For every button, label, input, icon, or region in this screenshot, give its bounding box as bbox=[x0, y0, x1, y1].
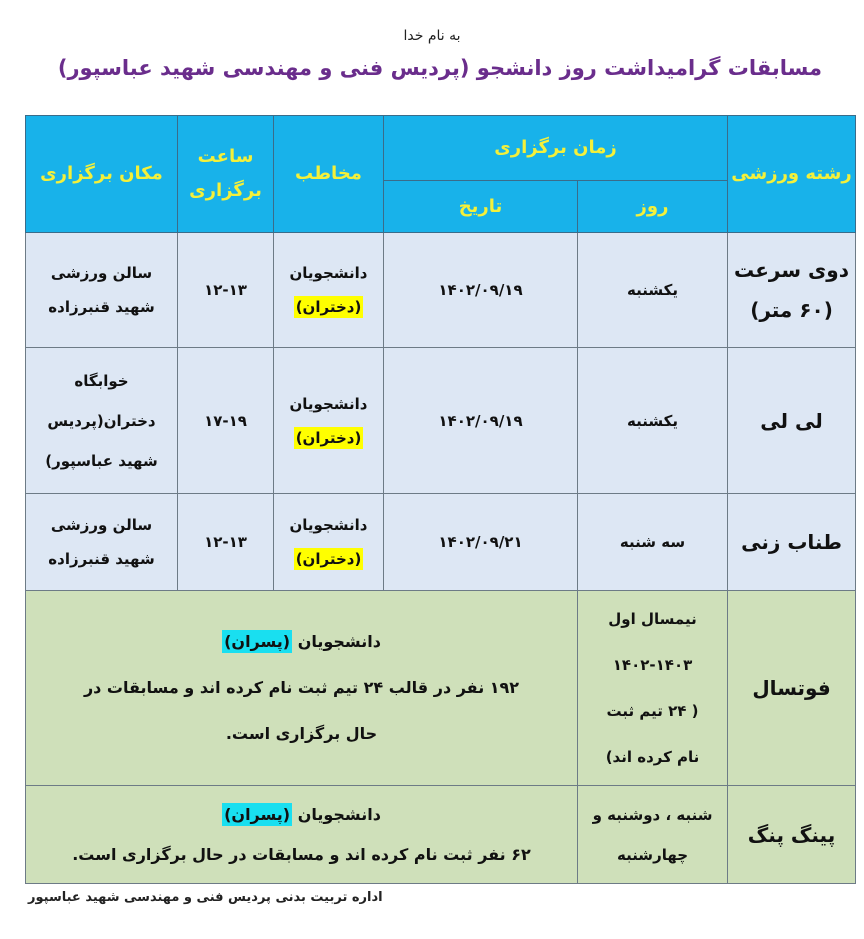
date-cell: ۱۴۰۲/۰۹/۱۹ bbox=[382, 232, 579, 348]
header-hours: ساعت برگزاری bbox=[177, 115, 274, 233]
sport-cell: طناب زنی bbox=[727, 493, 857, 591]
header-time: زمان برگزاری bbox=[382, 115, 729, 181]
header-hours-line2: برگزاری bbox=[189, 180, 262, 201]
location-cell: سالن ورزشی شهید قنبرزاده bbox=[25, 232, 178, 348]
date-value: ۱۴۰۲/۰۹/۱۹ bbox=[438, 411, 523, 430]
audience-tag: (پسران) bbox=[222, 802, 293, 826]
audience-tag: (دختران) bbox=[293, 296, 364, 318]
day-line: نام کرده اند) bbox=[605, 748, 700, 766]
location-line: دختران(پردیس bbox=[47, 411, 156, 430]
audience-cell: دانشجویان (دختران) bbox=[273, 347, 384, 494]
date-cell: ۱۴۰۲/۰۹/۱۹ bbox=[382, 347, 579, 494]
description-text: ۶۲ نفر ثبت نام کرده اند و مسابقات در حال… bbox=[72, 844, 531, 864]
description-cell: دانشجویان (پسران) ۶۲ نفر ثبت نام کرده ان… bbox=[24, 785, 579, 884]
location-line: شهید قنبرزاده bbox=[48, 550, 155, 568]
hours-cell: ۱۲-۱۳ bbox=[177, 232, 274, 348]
table-row: فوتسال نیمسال اول ۱۴۰۲-۱۴۰۳ ( ۲۴ تیم ثبت نا… bbox=[24, 590, 857, 786]
location-line: شهید قنبرزاده bbox=[48, 298, 155, 316]
schedule-table: رشته ورزشی زمان برگزاری مخاطب ساعت برگزار… bbox=[24, 115, 857, 884]
header-date: تاریخ bbox=[382, 180, 579, 233]
bismillah: به نام خدا bbox=[403, 28, 461, 44]
audience-text: دانشجویان bbox=[289, 516, 368, 534]
date-value: ۱۴۰۲/۰۹/۲۱ bbox=[438, 533, 523, 551]
location-cell: خوابگاه دختران(پردیس شهید عباسپور) bbox=[25, 347, 178, 494]
day-cell: سه شنبه bbox=[577, 493, 729, 591]
location-line: سالن ورزشی bbox=[50, 516, 153, 534]
header-day: روز bbox=[577, 180, 729, 233]
table-row: پینگ پنگ شنبه ، دوشنبه و چهارشنبه دانشجوی… bbox=[24, 785, 857, 884]
audience-text: دانشجویان bbox=[297, 804, 381, 824]
audience-tag: (پسران) bbox=[222, 630, 293, 653]
audience-text: دانشجویان bbox=[289, 394, 368, 413]
description-cell: دانشجویان (پسران) ۱۹۲ نفر در قالب ۲۴ تیم… bbox=[24, 590, 579, 786]
hours-cell: ۱۲-۱۳ bbox=[177, 493, 274, 591]
header-sport: رشته ورزشی bbox=[727, 115, 857, 233]
page-title: مسابقات گرامیداشت روز دانشجو (پردیس فنی … bbox=[57, 56, 822, 80]
hours-value: ۱۷-۱۹ bbox=[204, 411, 247, 430]
sport-cell: دوی سرعت (۶۰ متر) bbox=[727, 232, 857, 348]
description-text: ۱۹۲ نفر در قالب ۲۴ تیم ثبت نام کرده اند … bbox=[83, 678, 520, 743]
day-line: شنبه ، دوشنبه و bbox=[592, 805, 713, 824]
hours-cell: ۱۷-۱۹ bbox=[177, 347, 274, 494]
table-row: طناب زنی سه شنبه ۱۴۰۲/۰۹/۲۱ دانشجویان (دخ… bbox=[25, 493, 857, 591]
audience-text: دانشجویان bbox=[289, 264, 368, 282]
day-cell: شنبه ، دوشنبه و چهارشنبه bbox=[577, 785, 729, 884]
day-line: نیمسال اول bbox=[608, 610, 697, 628]
header-audience: مخاطب bbox=[273, 115, 384, 233]
table-row: دوی سرعت (۶۰ متر) یکشنبه ۱۴۰۲/۰۹/۱۹ دانشج… bbox=[25, 232, 857, 348]
date-cell: ۱۴۰۲/۰۹/۲۱ bbox=[382, 493, 579, 591]
day-line: ( ۲۴ تیم ثبت bbox=[606, 702, 699, 720]
audience-tag: (دختران) bbox=[293, 548, 364, 570]
location-line: سالن ورزشی bbox=[50, 264, 153, 282]
location-cell: سالن ورزشی شهید قنبرزاده bbox=[25, 493, 178, 591]
footer-text: اداره تربیت بدنی پردیس فنی و مهندسی شهید… bbox=[28, 890, 383, 905]
sport-cell: پینگ پنگ bbox=[727, 785, 857, 884]
audience-text: دانشجویان bbox=[297, 632, 381, 651]
sport-line: (۶۰ متر) bbox=[750, 298, 833, 322]
audience-tag: (دختران) bbox=[293, 426, 364, 449]
hours-value: ۱۲-۱۳ bbox=[204, 281, 247, 299]
day-cell: یکشنبه bbox=[577, 347, 729, 494]
header-hours-line1: ساعت bbox=[197, 146, 254, 167]
table-row: لی لی یکشنبه ۱۴۰۲/۰۹/۱۹ دانشجویان (دختران… bbox=[25, 347, 857, 494]
date-value: ۱۴۰۲/۰۹/۱۹ bbox=[438, 281, 523, 299]
location-line: شهید عباسپور) bbox=[45, 451, 158, 470]
day-cell: یکشنبه bbox=[577, 232, 729, 348]
header-location: مکان برگزاری bbox=[25, 115, 178, 233]
day-line: ۱۴۰۲-۱۴۰۳ bbox=[612, 656, 693, 674]
hours-value: ۱۲-۱۳ bbox=[204, 533, 247, 551]
sport-line: دوی سرعت bbox=[734, 258, 849, 282]
audience-cell: دانشجویان (دختران) bbox=[273, 493, 384, 591]
sport-cell: فوتسال bbox=[727, 590, 857, 786]
day-cell: نیمسال اول ۱۴۰۲-۱۴۰۳ ( ۲۴ تیم ثبت نام کرده … bbox=[577, 590, 729, 786]
location-line: خوابگاه bbox=[74, 371, 129, 390]
day-line: چهارشنبه bbox=[616, 845, 689, 864]
sport-cell: لی لی bbox=[727, 347, 857, 494]
audience-cell: دانشجویان (دختران) bbox=[273, 232, 384, 348]
